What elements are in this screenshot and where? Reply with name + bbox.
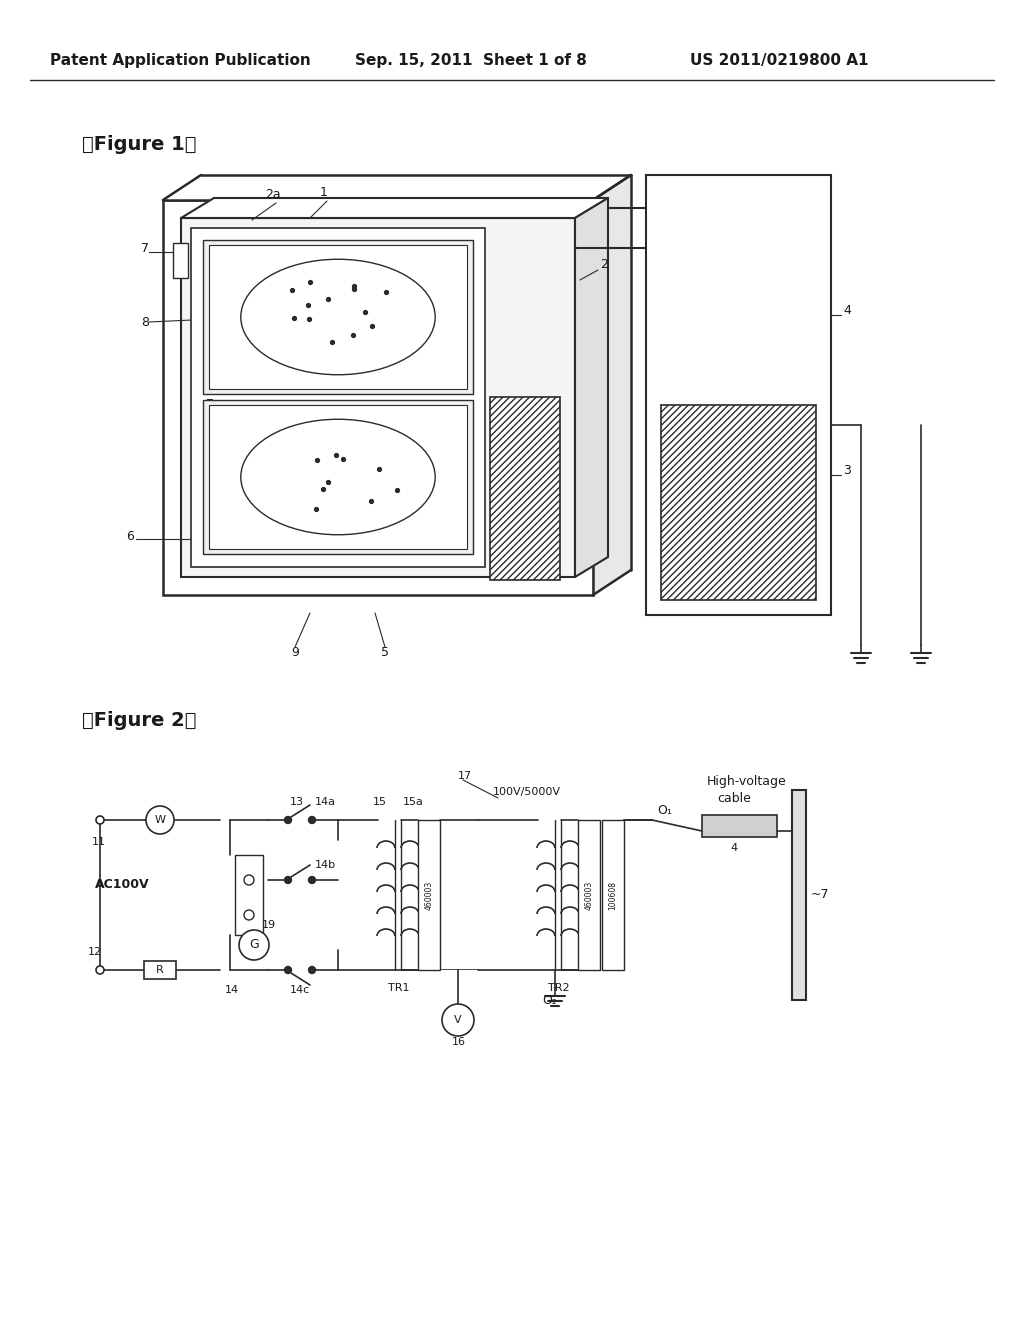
Circle shape — [239, 931, 269, 960]
Text: 15: 15 — [373, 797, 387, 807]
Bar — [209, 246, 467, 389]
Text: 14c: 14c — [290, 985, 310, 995]
Circle shape — [442, 1005, 474, 1036]
Circle shape — [244, 945, 254, 954]
Text: 11: 11 — [92, 837, 106, 847]
Text: 460003: 460003 — [585, 880, 594, 909]
Ellipse shape — [241, 259, 435, 375]
Bar — [578, 820, 600, 970]
Bar — [792, 789, 806, 1001]
Text: cable: cable — [717, 792, 751, 804]
Polygon shape — [575, 198, 608, 577]
Text: 100V/5000V: 100V/5000V — [493, 787, 561, 797]
Circle shape — [244, 909, 254, 920]
Bar — [163, 201, 593, 595]
Text: 13: 13 — [290, 797, 304, 807]
Text: 17: 17 — [458, 771, 472, 781]
Text: O₁: O₁ — [657, 804, 672, 817]
Bar — [440, 970, 482, 985]
Text: Sep. 15, 2011  Sheet 1 of 8: Sep. 15, 2011 Sheet 1 of 8 — [355, 53, 587, 67]
Circle shape — [285, 817, 292, 824]
Text: 7: 7 — [141, 242, 150, 255]
Circle shape — [285, 876, 292, 883]
Text: 5: 5 — [381, 647, 389, 660]
Bar — [144, 961, 176, 979]
Bar — [203, 400, 473, 554]
Text: 4: 4 — [730, 843, 737, 853]
Text: 100608: 100608 — [608, 880, 617, 909]
Circle shape — [96, 966, 104, 974]
Text: R: R — [156, 965, 164, 975]
Bar — [646, 176, 831, 615]
Text: 14a: 14a — [315, 797, 336, 807]
Text: ~7: ~7 — [811, 888, 829, 902]
Bar — [490, 397, 560, 579]
Text: TR2: TR2 — [548, 983, 569, 993]
Polygon shape — [181, 198, 608, 218]
Bar — [602, 820, 624, 970]
Circle shape — [308, 817, 315, 824]
Text: 【Figure 2】: 【Figure 2】 — [82, 710, 197, 730]
Text: 19: 19 — [262, 920, 276, 931]
Text: 2: 2 — [600, 259, 608, 272]
Text: 9: 9 — [291, 647, 299, 660]
Text: 2a: 2a — [265, 189, 281, 202]
Bar — [203, 240, 473, 393]
Bar — [191, 228, 485, 568]
Polygon shape — [163, 176, 631, 201]
Text: High-voltage: High-voltage — [707, 776, 786, 788]
Text: Patent Application Publication: Patent Application Publication — [50, 53, 310, 67]
Text: 3: 3 — [843, 463, 851, 477]
Polygon shape — [593, 176, 631, 595]
Bar — [418, 820, 440, 970]
Text: W: W — [155, 814, 166, 825]
Bar — [234, 855, 263, 935]
Text: 6: 6 — [126, 531, 134, 544]
Text: 4: 4 — [843, 304, 851, 317]
Text: TR1: TR1 — [388, 983, 410, 993]
Circle shape — [96, 816, 104, 824]
Text: V: V — [455, 1015, 462, 1026]
Bar — [181, 218, 575, 577]
Circle shape — [244, 875, 254, 884]
Text: 8: 8 — [141, 315, 150, 329]
Circle shape — [285, 966, 292, 974]
Text: G: G — [249, 939, 259, 952]
Ellipse shape — [241, 420, 435, 535]
Text: 7a: 7a — [206, 397, 222, 411]
Text: 15a: 15a — [403, 797, 424, 807]
Circle shape — [308, 966, 315, 974]
Circle shape — [308, 876, 315, 883]
Text: AC100V: AC100V — [95, 879, 150, 891]
Bar — [173, 243, 188, 279]
Text: 1: 1 — [319, 186, 328, 198]
Text: O₂: O₂ — [542, 994, 557, 1006]
Text: US 2011/0219800 A1: US 2011/0219800 A1 — [690, 53, 868, 67]
Circle shape — [146, 807, 174, 834]
Text: 12: 12 — [88, 946, 102, 957]
Bar — [662, 405, 816, 601]
Bar — [209, 405, 467, 549]
Text: 14: 14 — [225, 985, 240, 995]
Text: 460003: 460003 — [425, 880, 433, 909]
Text: 14b: 14b — [315, 861, 336, 870]
Text: 【Figure 1】: 【Figure 1】 — [82, 136, 197, 154]
Bar — [702, 814, 777, 837]
Text: 16: 16 — [452, 1038, 466, 1047]
